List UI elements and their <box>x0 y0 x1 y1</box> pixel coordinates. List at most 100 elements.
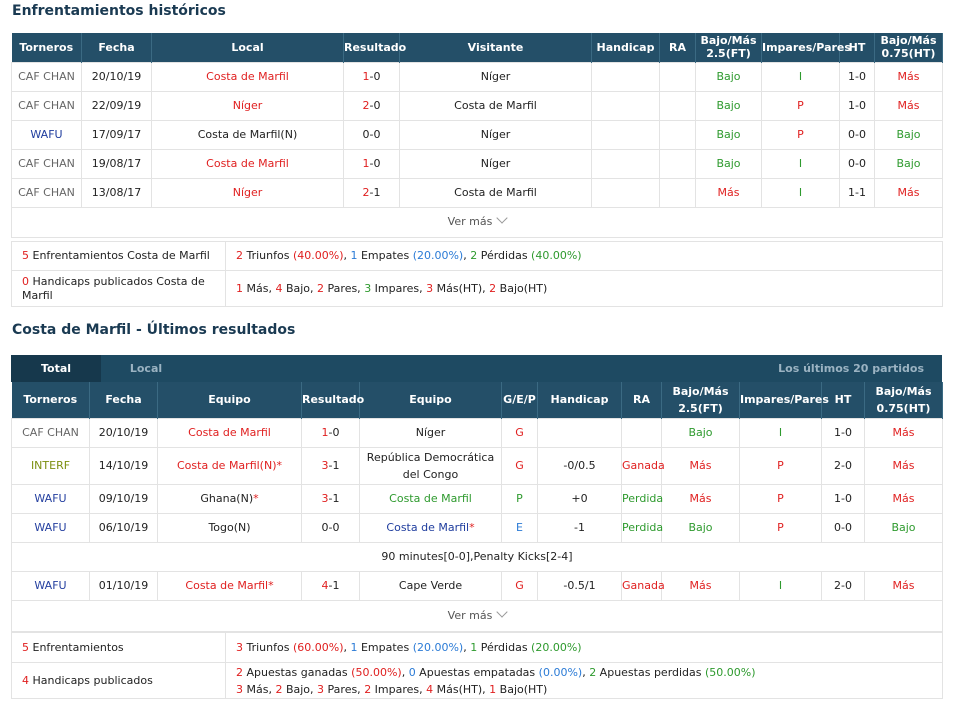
ra-cell <box>659 119 696 150</box>
away-team[interactable]: Cape Verde <box>398 578 463 592</box>
draws-count: 1 <box>350 249 358 262</box>
ht-cell: 2-0 <box>821 570 865 601</box>
away-team[interactable]: Costa de Marfil <box>389 491 472 505</box>
ht-cell: 0-0 <box>839 148 875 179</box>
home-team[interactable]: Costa de Marfil(N) <box>177 458 277 472</box>
table-row: WAFU 17/09/17 Costa de Marfil(N) 0-0 Níger Ba… <box>11 119 943 150</box>
home-team-cell: Togo(N) <box>157 512 302 543</box>
handicap-cell: -0.5/1 <box>537 570 622 601</box>
handicap-cell <box>591 90 660 121</box>
impares-count: 3 <box>364 281 372 295</box>
score-home: 3 <box>321 491 329 505</box>
away-team[interactable]: Níger <box>399 119 592 150</box>
home-team[interactable]: Costa de Marfil(N) <box>151 119 344 150</box>
table-row: CAF CHAN 13/08/17 Níger 2-1 Costa de Marfil M… <box>11 177 943 208</box>
ou-ht-cell: Más <box>874 90 943 121</box>
score-cell: 1-0 <box>301 417 360 448</box>
away-team[interactable]: Costa de Marfil <box>399 90 592 121</box>
ou-ht-cell: Más <box>874 177 943 208</box>
odd-even-cell: I <box>739 417 822 448</box>
odd-even-cell: P <box>739 512 822 543</box>
mas-count: 1 <box>236 281 243 295</box>
away-team[interactable]: República Democrática del Congo <box>366 450 495 481</box>
col-header: Resultado <box>301 382 364 418</box>
handicap-cell: -1 <box>537 512 622 543</box>
impares-label: Impares, <box>371 682 427 696</box>
col-header: Visitante <box>399 33 592 62</box>
recent-summary: 5 Enfrentamientos 3 Triunfos (60.00%), 1… <box>11 632 943 699</box>
away-team[interactable]: Costa de Marfil <box>386 520 470 534</box>
score-cell: 1-0 <box>343 148 400 179</box>
tournament-cell: CAF CHAN <box>11 148 82 179</box>
odd-even-cell: P <box>761 90 840 121</box>
col-header: HT <box>839 33 875 62</box>
date-cell: 09/10/19 <box>89 483 158 514</box>
ra-cell: Perdida <box>621 512 663 543</box>
away-star: * <box>469 520 475 534</box>
pares-count: 2 <box>317 281 325 295</box>
home-team[interactable]: Togo(N) <box>208 520 251 534</box>
ht-cell: 1-0 <box>821 483 865 514</box>
ra-cell <box>659 61 696 92</box>
away-team[interactable]: Níger <box>415 425 446 439</box>
date-cell: 14/10/19 <box>89 446 158 485</box>
wins-pct: (40.00%) <box>292 249 344 262</box>
score-away: -0 <box>369 69 381 83</box>
col-header: Torneros <box>11 382 90 418</box>
home-team-cell: Costa de Marfil(N)* <box>157 446 302 485</box>
col-header: Bajo/Más 2.5(FT) <box>661 382 740 418</box>
draws-pct: (20.00%) <box>412 249 464 262</box>
ou-cell: Bajo <box>661 512 740 543</box>
handicap-count: 4 <box>22 673 29 687</box>
losses-pct: (20.00%) <box>531 640 582 654</box>
handicap-label: Handicaps publicados <box>29 673 153 687</box>
col-header: Handicap <box>537 382 622 418</box>
ra-cell: Ganada <box>621 446 665 485</box>
col-header: Handicap <box>591 33 660 62</box>
lost-bets-label: Apuestas perdidas <box>596 665 706 679</box>
home-star: * <box>276 458 283 472</box>
ou-cell: Bajo <box>695 61 762 92</box>
score-away: -1 <box>369 185 381 199</box>
tab-total[interactable]: Total <box>11 355 101 382</box>
match-note: 90 minutes[0-0],Penalty Kicks[2-4] <box>11 541 943 572</box>
home-team[interactable]: Níger <box>151 90 344 121</box>
score-home: 0 <box>321 520 329 534</box>
losses-pct: (40.00%) <box>531 249 582 262</box>
table-row: 90 minutes[0-0],Penalty Kicks[2-4] <box>11 541 943 572</box>
more-row: Ver más <box>11 599 943 632</box>
away-team[interactable]: Níger <box>399 61 592 92</box>
wins-count: 3 <box>236 640 243 654</box>
home-team[interactable]: Ghana(N) <box>200 491 254 505</box>
mas-label: Más, <box>243 682 276 696</box>
score-away: -0 <box>369 127 381 141</box>
home-star: * <box>253 491 259 505</box>
handicap-cell <box>591 177 660 208</box>
col-header: Fecha <box>81 33 152 62</box>
draw-bets-count: 0 <box>408 665 416 679</box>
away-team[interactable]: Costa de Marfil <box>399 177 592 208</box>
ht-cell: 1-0 <box>839 61 875 92</box>
more-cell: Ver más <box>11 599 943 632</box>
see-more-link[interactable]: Ver más <box>447 215 493 228</box>
handicap-count: 0 <box>22 274 29 288</box>
ou-cell: Más <box>661 483 740 514</box>
ou-ht-cell: Bajo <box>874 119 943 150</box>
lost-bets-pct: (50.00%) <box>705 665 756 679</box>
won-bets-count: 2 <box>236 665 243 679</box>
home-team[interactable]: Costa de Marfil <box>151 148 344 179</box>
table-row: CAF CHAN 20/10/19 Costa de Marfil 1-0 Níger G… <box>11 417 943 448</box>
see-more-link[interactable]: Ver más <box>447 608 493 622</box>
draws-pct: (20.00%) <box>412 640 464 654</box>
date-cell: 19/08/17 <box>81 148 152 179</box>
home-team[interactable]: Costa de Marfil <box>188 425 271 439</box>
bajo-ht-count: 2 <box>489 281 497 295</box>
pares-label: Pares, <box>324 682 365 696</box>
home-team[interactable]: Níger <box>151 177 344 208</box>
home-team[interactable]: Costa de Marfil <box>185 578 269 592</box>
more-row: Ver más <box>11 206 943 238</box>
away-team[interactable]: Níger <box>399 148 592 179</box>
home-team[interactable]: Costa de Marfil <box>151 61 344 92</box>
tab-local[interactable]: Local <box>129 362 163 375</box>
ht-cell: 0-0 <box>839 119 875 150</box>
